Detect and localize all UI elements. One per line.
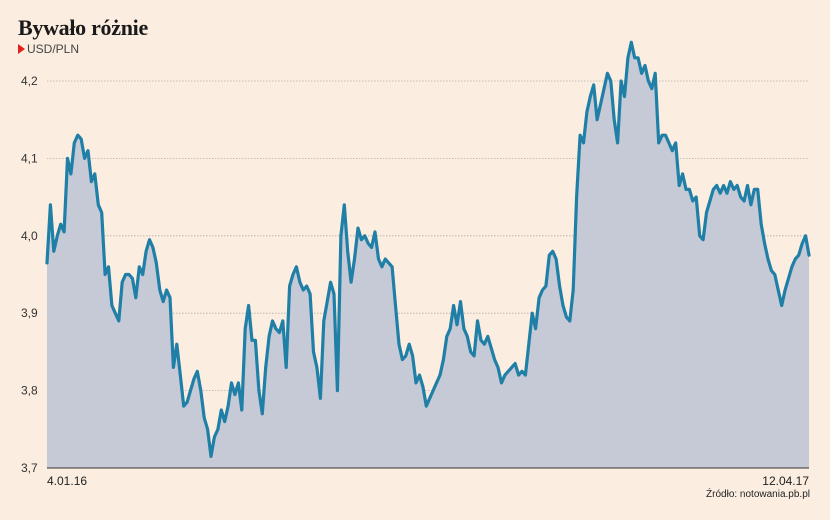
series-line <box>45 40 811 458</box>
x-tick-labels: 4.01.16 12.04.17 <box>47 474 809 488</box>
y-tick-label: 3,9 <box>21 306 38 320</box>
y-tick-label: 3,7 <box>21 461 38 475</box>
chart-subtitle: USD/PLN <box>18 42 79 56</box>
red-triangle-icon <box>18 44 25 54</box>
x-tick-label: 4.01.16 <box>47 474 87 488</box>
y-tick-label: 4,1 <box>21 151 38 165</box>
subtitle-label: USD/PLN <box>27 42 80 56</box>
area-fill <box>47 42 809 469</box>
y-tick-label: 4,0 <box>21 229 38 243</box>
y-tick-labels: 3,7 3,8 3,9 4,0 4,1 4,2 <box>21 74 38 475</box>
x-tick-label: 12.04.17 <box>762 474 809 488</box>
y-tick-label: 4,2 <box>21 74 38 88</box>
y-tick-label: 3,8 <box>21 384 38 398</box>
chart-title: Bywało różnie <box>18 15 148 40</box>
source-note: Źródło: notowania.pb.pl <box>706 489 810 500</box>
